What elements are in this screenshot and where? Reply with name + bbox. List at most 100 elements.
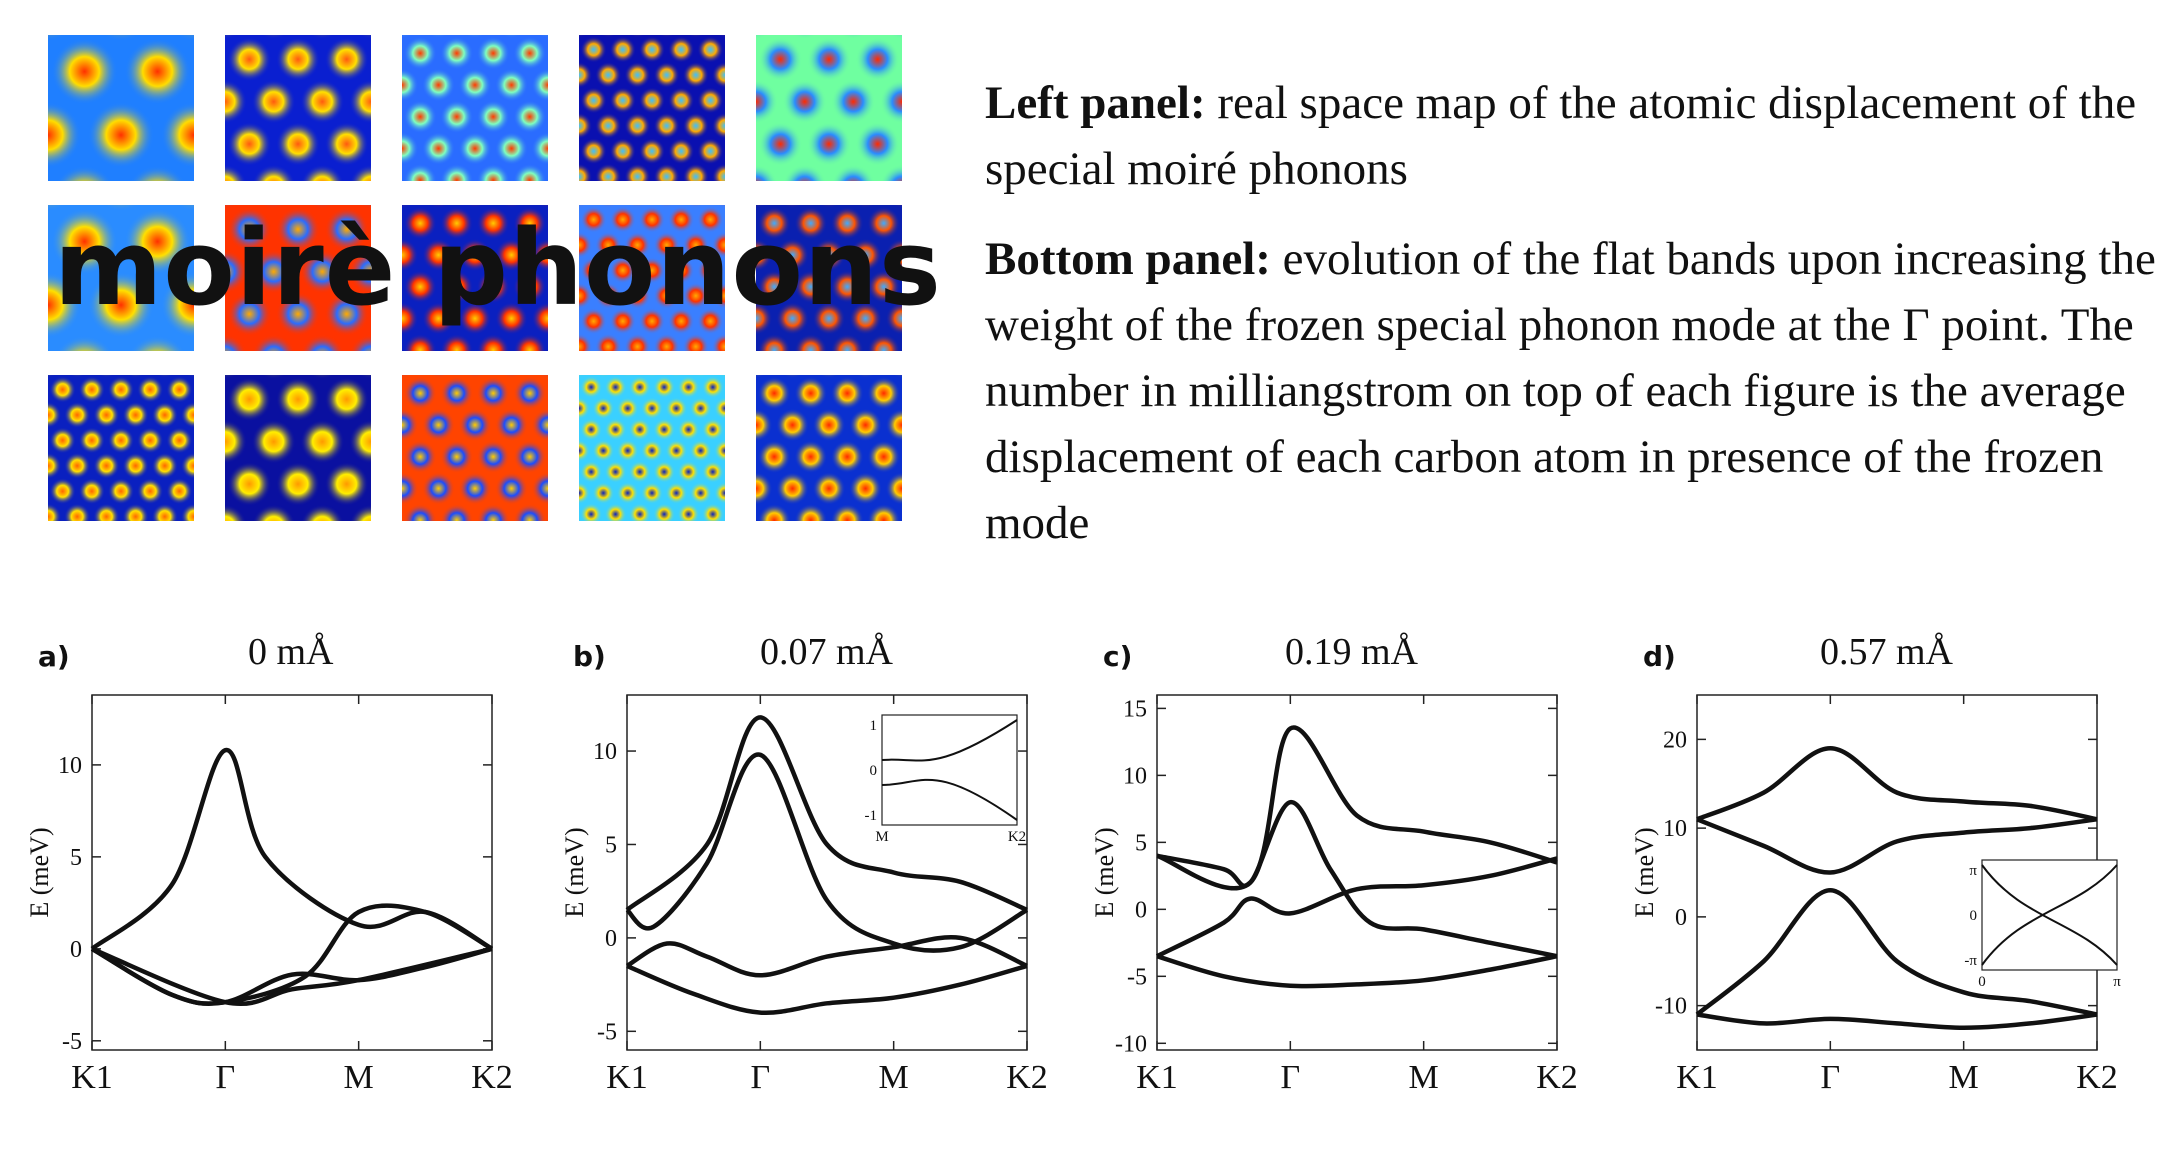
y-tick-label: 5 (70, 845, 82, 871)
band-line (625, 752, 1029, 953)
left-panel-text: real space map of the atomic displacemen… (985, 77, 2137, 195)
y-tick-label: -5 (62, 1029, 82, 1055)
bottom-panel-heading: Bottom panel: (985, 233, 1271, 285)
y-tick-label: 0 (1675, 905, 1687, 931)
y-tick-label: 0 (70, 937, 82, 963)
x-tick-label: K2 (471, 1059, 513, 1096)
plot-frame (1156, 694, 1558, 1051)
phonon-map-tile (48, 375, 194, 521)
inset-y-tick-label: 1 (870, 718, 878, 734)
plot-title: 0.57 mÅ (1820, 631, 1953, 673)
x-tick-label: K2 (1006, 1059, 1048, 1096)
band-line (90, 747, 494, 951)
inset-line (881, 719, 1018, 762)
y-tick-label: 10 (593, 739, 617, 765)
band-line (625, 715, 1028, 912)
y-tick-label: 0 (1135, 897, 1147, 923)
inset-line (1981, 864, 2118, 966)
plot-frame (91, 694, 493, 1051)
bottom-panel-description: Bottom panel: evolution of the flat band… (985, 226, 2165, 556)
panel-label: d) (1643, 640, 1676, 673)
inset-frame (1981, 859, 2118, 971)
inset-line (1981, 864, 2118, 966)
band-line (91, 946, 493, 1006)
band-line (1155, 856, 1558, 959)
plot-frame (626, 694, 1028, 1051)
phonon-map-tile (579, 375, 725, 521)
x-tick-label: K2 (2076, 1059, 2118, 1096)
y-tick-label: 20 (1663, 727, 1687, 753)
inset-y-tick-label: -1 (865, 808, 878, 824)
band-line (1696, 1012, 2098, 1031)
y-tick-label: -5 (597, 1019, 617, 1045)
phonon-map-tile (48, 35, 194, 181)
x-tick-label: Γ (216, 1059, 236, 1096)
left-panel-heading: Left panel: (985, 77, 1206, 129)
phonon-map-tile (402, 375, 548, 521)
y-tick-label: 15 (1123, 696, 1147, 722)
band-chart-c: K1 Γ M K2 -10 -5 0 5 10 15 E (meV) (1090, 694, 1578, 1096)
x-tick-label: M (879, 1059, 909, 1096)
band-line (626, 963, 1028, 1016)
phonon-map-grid (48, 35, 902, 525)
x-tick-label: K2 (1536, 1059, 1578, 1096)
y-axis-label: E (meV) (565, 827, 589, 917)
phonon-map-tile (756, 205, 902, 351)
inset-line (881, 778, 1018, 821)
overlay-title: moirè phonons (54, 207, 942, 329)
panel-label: c) (1103, 640, 1133, 673)
plot-title: 0 mÅ (248, 631, 334, 673)
phonon-map-tile (225, 375, 371, 521)
band-line (1156, 725, 1558, 891)
band-line (1695, 888, 2098, 1017)
plot-a: a) 0 mÅ K1 Γ M K2 -5 0 5 10 E (meV) (25, 600, 550, 1124)
y-axis-label: E (meV) (1635, 827, 1659, 917)
x-tick-label: M (1949, 1059, 1979, 1096)
phonon-map-tile (402, 35, 548, 181)
y-tick-label: -10 (1115, 1031, 1147, 1057)
plot-title: 0.19 mÅ (1285, 631, 1418, 673)
left-panel-description: Left panel: real space map of the atomic… (985, 70, 2165, 202)
y-tick-label: 5 (605, 832, 617, 858)
inset-y-tick-label: 0 (1970, 908, 1978, 924)
inset-x-tick-label: π (2113, 974, 2121, 990)
phonon-map-tile (756, 375, 902, 521)
plot-c: c) 0.19 mÅ K1 Γ M K2 -10 -5 0 5 10 15 E (meV) (1090, 600, 1615, 1124)
band-line (1156, 953, 1558, 989)
phonon-map-tile (225, 205, 371, 351)
band-line (625, 935, 1028, 978)
description: Left panel: real space map of the atomic… (985, 70, 2165, 580)
x-tick-label: K1 (1676, 1059, 1718, 1096)
band-chart-a: K1 Γ M K2 -5 0 5 10 E (meV) (25, 694, 513, 1096)
x-tick-label: Γ (1281, 1059, 1301, 1096)
band-line (90, 946, 493, 1006)
inset-x-tick-label: K2 (1008, 829, 1026, 845)
y-tick-label: 0 (605, 926, 617, 952)
x-tick-label: M (344, 1059, 374, 1096)
band-line (1156, 799, 1558, 959)
y-axis-label: E (meV) (1095, 827, 1119, 917)
x-tick-label: Γ (1821, 1059, 1841, 1096)
band-line (1696, 817, 2098, 875)
inset-x-tick-label: M (875, 829, 888, 845)
bottom-panel-text: evolution of the flat bands upon increas… (985, 233, 2156, 549)
phonon-map-tile (579, 35, 725, 181)
panel-label: a) (38, 640, 70, 673)
panel-label: b) (573, 640, 606, 673)
x-tick-label: M (1409, 1059, 1439, 1096)
plot-title: 0.07 mÅ (760, 631, 893, 673)
x-tick-label: Γ (751, 1059, 771, 1096)
inset-x-tick-label: 0 (1978, 974, 1986, 990)
y-tick-label: 10 (1663, 816, 1687, 842)
phonon-map-tile (579, 205, 725, 351)
x-tick-label: K1 (71, 1059, 113, 1096)
x-tick-label: K1 (1136, 1059, 1178, 1096)
band-line (1696, 746, 2098, 822)
phonon-map-tile (48, 205, 194, 351)
y-tick-label: 10 (58, 753, 82, 779)
